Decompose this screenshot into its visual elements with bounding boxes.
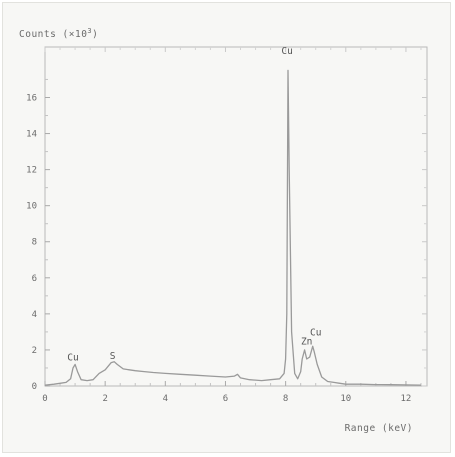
x-tick-label-4: 4	[163, 394, 168, 404]
y-tick-label-14: 14	[26, 130, 37, 140]
x-tick-label-8: 8	[283, 394, 288, 404]
y-tick-label-16: 16	[26, 93, 37, 103]
y-axis-label-main: Counts (×10	[19, 29, 87, 40]
y-tick-label-6: 6	[32, 274, 37, 284]
x-tick-label-12: 12	[401, 394, 412, 404]
x-tick-label-0: 0	[42, 394, 47, 404]
peak-label-s-1: S	[110, 351, 116, 362]
y-tick-label-0: 0	[32, 382, 37, 392]
y-tick-label-4: 4	[32, 310, 37, 320]
x-tick-label-6: 6	[223, 394, 228, 404]
x-tick-label-2: 2	[102, 394, 107, 404]
x-tick-label-10: 10	[340, 394, 351, 404]
chart-svg: Counts (×103) Range (keV) 0 2 4 6 8 10 12 0 2 4 6 8…	[19, 27, 428, 434]
plot-frame	[44, 46, 428, 387]
y-axis-label-close: )	[92, 29, 98, 40]
y-axis-label: Counts (×103)	[19, 27, 98, 40]
peak-label-zn-3: Zn	[301, 336, 312, 347]
y-axis-label-exponent: 3	[87, 27, 92, 35]
spectrum-line-0	[44, 69, 422, 386]
y-tick-label-8: 8	[32, 238, 37, 248]
y-tick-label-2: 2	[32, 346, 37, 356]
y-tick-label-10: 10	[26, 202, 37, 212]
peak-label-cu-2: Cu	[281, 46, 292, 57]
y-tick-label-12: 12	[26, 166, 37, 176]
peak-label-cu-4: Cu	[310, 327, 321, 338]
peak-label-cu-0: Cu	[67, 353, 78, 364]
x-axis-label: Range (keV)	[345, 423, 413, 434]
eds-spectrum-chart: Counts (×103) Range (keV) 0 2 4 6 8 10 12 0 2 4 6 8…	[2, 2, 451, 453]
